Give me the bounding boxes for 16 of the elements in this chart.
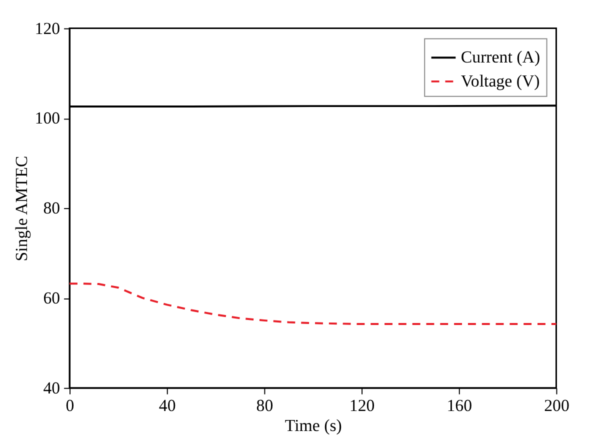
x-tick-label: 80 [256, 396, 274, 416]
x-tick-label: 40 [158, 396, 176, 416]
y-tick-label: 40 [43, 378, 60, 398]
legend-label: Current (A) [460, 48, 540, 67]
y-tick-label: 60 [43, 288, 60, 308]
y-tick-label: 100 [34, 108, 60, 128]
line-series [68, 282, 558, 326]
y-tick-label: 80 [43, 198, 60, 218]
x-tick-label: 200 [544, 396, 570, 416]
x-axis-title: Time (s) [284, 416, 342, 436]
legend-label: Voltage (V) [460, 71, 540, 90]
x-tick-label: 160 [446, 396, 472, 416]
x-tick-label: 120 [349, 396, 375, 416]
x-tick-label: 0 [66, 396, 74, 416]
y-tick-label: 120 [34, 18, 60, 38]
y-axis-title: Single AMTEC [12, 156, 31, 262]
